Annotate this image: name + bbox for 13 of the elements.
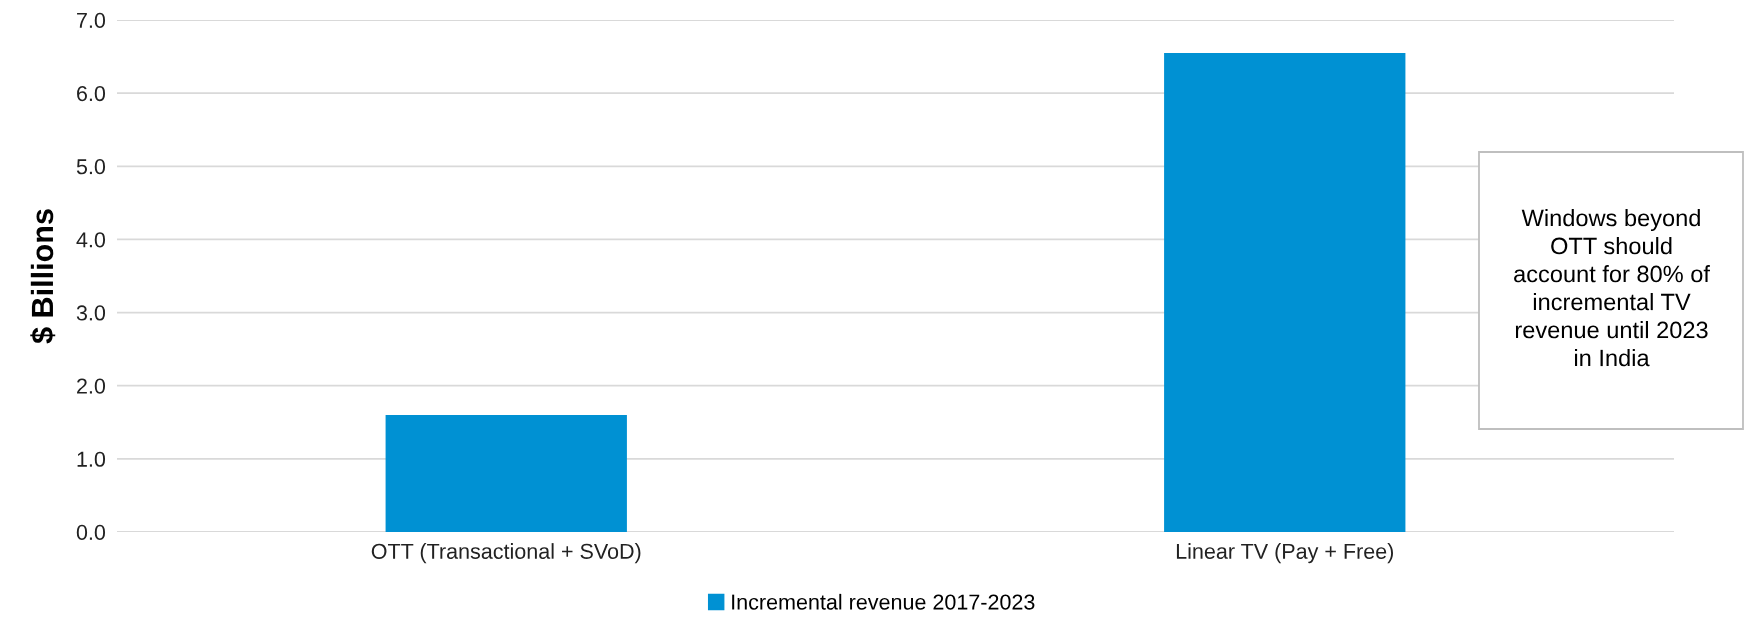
annotation: Windows beyond OTT should account for 80% of incremental TV revenue until 2023 in India: [1514, 209, 1710, 367]
y-tick-label: 2.0: [77, 378, 106, 394]
y-tick-label: 4.0: [76, 232, 106, 248]
y-tick-label: 6.0: [77, 85, 106, 102]
x-tick-label: OTT (Transactional + SVoD): [371, 543, 641, 564]
y-tick-label: 7.0: [77, 12, 106, 29]
x-tick-label: Linear TV (Pay + Free): [1176, 543, 1393, 564]
y-tick-label: 0.0: [76, 524, 106, 541]
y-axis-title: $ Billions: [30, 209, 56, 344]
y-tick-label: 3.0: [76, 305, 106, 321]
legend-label: Incremental revenue 2017-2023: [732, 593, 1035, 610]
y-tick-label: 5.0: [76, 159, 106, 175]
y-tick-label: 1.0: [77, 451, 106, 467]
